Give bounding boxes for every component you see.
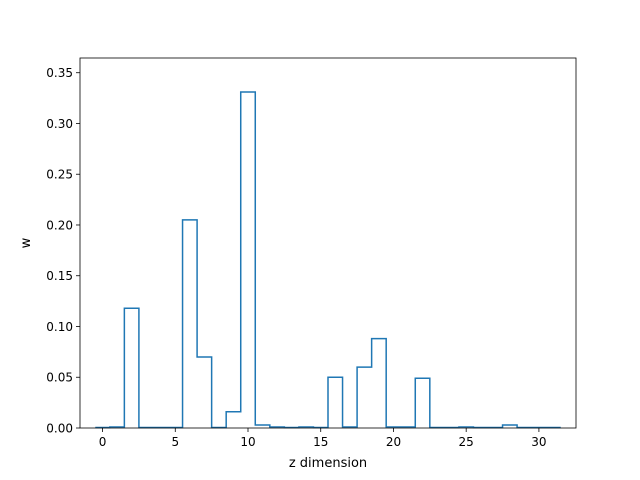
y-axis-label: w <box>19 237 34 248</box>
y-tick-label: 0.00 <box>46 422 73 436</box>
y-axis-ticks: 0.00 0.05 0.10 0.15 0.20 0.25 0.30 0.35 <box>46 66 80 436</box>
y-tick-label: 0.05 <box>46 371 73 385</box>
x-tick-label: 20 <box>386 435 401 449</box>
y-tick-label: 0.10 <box>46 320 73 334</box>
x-tick-label: 10 <box>240 435 255 449</box>
y-tick-label: 0.20 <box>46 218 73 232</box>
y-tick-label: 0.35 <box>46 66 73 80</box>
y-tick-label: 0.15 <box>46 269 73 283</box>
x-tick-label: 5 <box>171 435 179 449</box>
plot-area <box>95 91 561 429</box>
x-tick-label: 0 <box>99 435 107 449</box>
y-tick-label: 0.30 <box>46 117 73 131</box>
x-axis-ticks: 0 5 10 15 20 25 30 <box>99 428 547 449</box>
series-step-line <box>95 91 561 429</box>
y-tick-label: 0.25 <box>46 168 73 182</box>
x-tick-label: 25 <box>459 435 474 449</box>
x-axis-label: z dimension <box>289 456 367 471</box>
axes-frame <box>79 57 577 429</box>
x-tick-label: 15 <box>313 435 328 449</box>
x-tick-label: 30 <box>531 435 546 449</box>
